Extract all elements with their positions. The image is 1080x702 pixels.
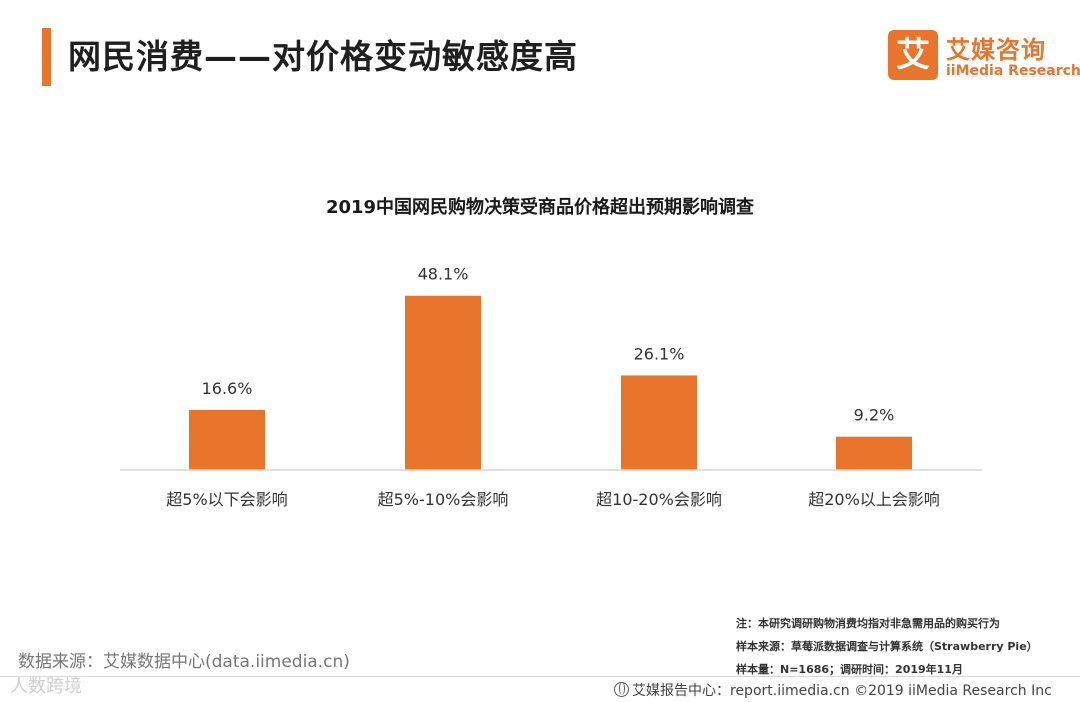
bar-3 xyxy=(621,375,697,470)
category-label-3: 超10-20%会影响 xyxy=(596,490,722,509)
category-label-4: 超20%以上会影响 xyxy=(808,490,940,509)
bar-1 xyxy=(189,409,265,470)
chart-title: 2019中国网民购物决策受商品价格超出预期影响调查 xyxy=(325,197,755,218)
logo-mark: 艾 xyxy=(888,30,938,80)
page-title: 网民消费——对价格变动敏感度高 xyxy=(68,37,578,76)
footer-divider xyxy=(0,676,1080,677)
logo: 艾 艾媒咨询 iiMedia Research xyxy=(888,30,1080,86)
title-accent-bar xyxy=(42,28,51,86)
watermark: 人数跨境 xyxy=(10,676,82,697)
value-label-1: 16.6% xyxy=(202,379,253,398)
bar-4 xyxy=(836,436,912,470)
note-line-3: 样本量：N=1686；调研时间：2019年11月 xyxy=(736,663,963,676)
logo-en-text: iiMedia Research xyxy=(946,63,1080,79)
value-label-2: 48.1% xyxy=(418,265,469,284)
category-label-2: 超5%-10%会影响 xyxy=(378,490,509,509)
notes-block: 注：本研究调研购物消费均指对非急需用品的购买行为 样本来源：草莓派数据调查与计算… xyxy=(736,612,1038,681)
footer: 艾媒报告中心：report.iimedia.cn ©2019 iiMedia R… xyxy=(614,680,1052,700)
category-label-1: 超5%以下会影响 xyxy=(166,490,287,509)
globe-icon xyxy=(614,682,629,697)
note-line-1: 注：本研究调研购物消费均指对非急需用品的购买行为 xyxy=(736,617,1000,630)
footer-text: 艾媒报告中心：report.iimedia.cn ©2019 iiMedia R… xyxy=(632,683,1052,699)
logo-cn-text: 艾媒咨询 xyxy=(946,36,1046,64)
data-source: 数据来源：艾媒数据中心(data.iimedia.cn) xyxy=(18,652,350,672)
bar-2 xyxy=(405,295,481,470)
note-line-2: 样本来源：草莓派数据调查与计算系统（Strawberry Pie） xyxy=(736,640,1038,653)
value-label-3: 26.1% xyxy=(634,344,685,363)
value-label-4: 9.2% xyxy=(854,406,895,425)
